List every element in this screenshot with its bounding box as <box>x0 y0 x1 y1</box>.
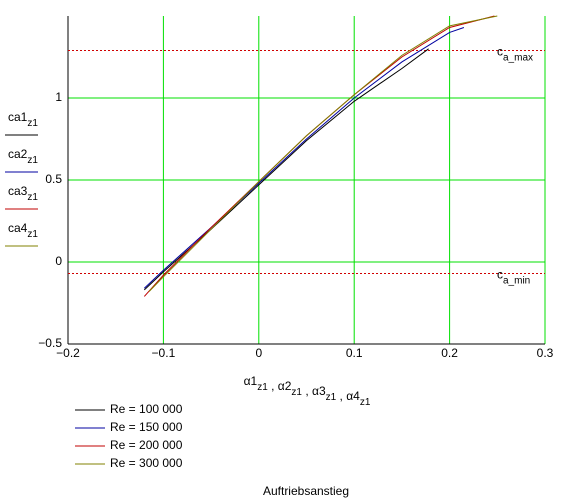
label-sub: z1 <box>27 192 38 203</box>
legend-label: Re = 300 000 <box>110 456 183 470</box>
x-tick-label: −0.1 <box>152 346 176 360</box>
x-axis-label: α1z1 , α2z1 , α3z1 , α4z1 <box>244 374 371 407</box>
y-tick-label: 1 <box>55 90 62 104</box>
legend-label: Re = 100 000 <box>110 402 183 416</box>
label-sep: , <box>268 379 278 393</box>
label-sub: z1 <box>27 229 38 240</box>
y-legend-label: ca1z1 <box>8 110 38 128</box>
label-base: ca4 <box>8 221 28 235</box>
label-base: c <box>497 268 503 282</box>
series-line <box>148 15 498 292</box>
label-sub: z1 <box>257 382 268 393</box>
x-tick-label: 0.1 <box>346 346 363 360</box>
label-sep: , <box>336 389 346 403</box>
limit-label: ca_min <box>497 268 530 286</box>
series-line <box>143 27 465 289</box>
label-base: ca2 <box>8 147 28 161</box>
x-tick-label: −0.2 <box>56 346 80 360</box>
label-base: α3 <box>312 384 326 398</box>
limit-label: ca_max <box>497 45 533 63</box>
label-sub: z1 <box>27 118 38 129</box>
label-sub: a_min <box>503 275 530 286</box>
label-base: c <box>497 45 503 59</box>
y-legend-label: ca3z1 <box>8 184 38 202</box>
y-tick-label: 0.5 <box>45 172 62 186</box>
label-base: ca3 <box>8 184 28 198</box>
series-line <box>143 48 429 291</box>
label-sub: a_max <box>503 52 533 63</box>
y-tick-label: −0.5 <box>38 336 62 350</box>
x-tick-label: 0.3 <box>537 346 554 360</box>
legend-label: Re = 200 000 <box>110 438 183 452</box>
label-sub: z1 <box>360 397 371 408</box>
series-line <box>143 15 495 297</box>
label-base: α2 <box>278 379 292 393</box>
label-sub: z1 <box>27 155 38 166</box>
label-base: α4 <box>346 389 360 403</box>
caption: Auftriebsanstieg <box>263 484 349 498</box>
y-legend-label: ca2z1 <box>8 147 38 165</box>
label-base: ca1 <box>8 110 28 124</box>
label-sub: z1 <box>291 387 302 398</box>
label-sep: , <box>302 384 312 398</box>
label-base: α1 <box>244 374 258 388</box>
label-sub: z1 <box>326 392 337 403</box>
y-legend-label: ca4z1 <box>8 221 38 239</box>
x-tick-label: 0 <box>255 346 262 360</box>
y-tick-label: 0 <box>55 254 62 268</box>
x-tick-label: 0.2 <box>441 346 458 360</box>
legend-label: Re = 150 000 <box>110 420 183 434</box>
